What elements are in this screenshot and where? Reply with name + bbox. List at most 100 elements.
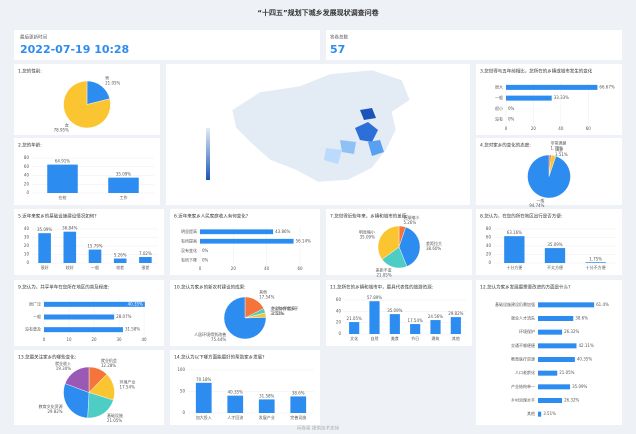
y-tick-label: 100 <box>177 367 185 372</box>
map-region <box>340 140 356 154</box>
slice-category: 差距不变 <box>376 266 392 272</box>
y-tick-label: 其他 <box>527 410 535 416</box>
value-label: 26.32% <box>564 398 579 403</box>
slice-label: 17.54% <box>259 294 274 299</box>
bar <box>44 314 115 320</box>
x-tick-label: 20 <box>91 337 97 342</box>
slice-label: 78.95% <box>54 127 69 132</box>
value-label: 28.07% <box>116 314 131 319</box>
bar <box>389 314 400 334</box>
y-tick-label: 60 <box>24 164 30 169</box>
bar <box>538 343 577 349</box>
y-tick-label: 一般 <box>495 94 503 100</box>
y-tick-label: 就业人才流失 <box>511 315 535 321</box>
x-tick-label: 美食 <box>391 335 399 341</box>
y-tick-label: 0 <box>182 410 185 415</box>
slice-label: 17.54% <box>120 384 135 389</box>
bar <box>195 382 212 413</box>
footer: 问卷星 提供技术支持 <box>297 425 339 432</box>
y-tick-label: 0 <box>26 190 29 195</box>
value-label: 21.05% <box>559 370 574 375</box>
slice-category: 教育文化资源 <box>39 403 63 409</box>
value-label: 40.35% <box>128 301 143 306</box>
chart-title: 14.您认为以下哪方面能最好的帮助家乡发展? <box>174 354 265 361</box>
x-tick-label: 在校 <box>59 194 67 200</box>
pie-slice <box>377 225 400 260</box>
value-label: 15.79% <box>87 244 102 249</box>
bar <box>44 301 145 307</box>
value-label: 57.89% <box>367 295 382 300</box>
slice-label: 12.28% <box>101 363 116 368</box>
panel <box>326 30 622 60</box>
x-tick-label: 60 <box>586 126 592 131</box>
value-label: 61.4% <box>596 302 609 307</box>
x-tick-label: 建筑 <box>432 335 440 341</box>
map-region <box>324 148 342 164</box>
slice-category: 环境产业 <box>120 378 136 384</box>
map-region <box>355 122 378 142</box>
x-tick-label: 不太方便 <box>547 264 563 270</box>
bar <box>258 399 275 413</box>
slice-category: 一般 <box>536 197 544 203</box>
x-tick-label: 节日 <box>411 336 419 341</box>
y-tick-label: 乡村治理水平 <box>511 397 535 403</box>
bar <box>47 164 78 193</box>
panel <box>476 209 622 275</box>
bar <box>504 236 525 263</box>
pie-slice <box>398 226 421 267</box>
y-tick-label: 80 <box>486 226 492 231</box>
bar <box>200 229 274 235</box>
bar <box>538 384 571 390</box>
chart-title: 10.您认为家乡的新农村建设的成果: <box>174 284 246 291</box>
slice-category: 基础设施 <box>107 412 123 418</box>
value-label: 38.6% <box>292 390 305 395</box>
value-label: 36.84% <box>62 226 77 231</box>
x-tick-label: 10 <box>66 337 72 342</box>
y-tick-label: 交通不够便捷 <box>511 342 535 348</box>
y-tick-label: 基础设施建设仍需加强 <box>495 301 535 307</box>
value-label: 0% <box>202 248 209 253</box>
bar <box>349 322 360 334</box>
map-region <box>368 140 384 156</box>
y-tick-label: 人口老龄化 <box>515 369 535 375</box>
x-tick-label: 20 <box>531 126 537 131</box>
value-label: 24.56% <box>428 314 443 319</box>
bar <box>450 317 461 334</box>
x-tick-label: 十分不方便 <box>586 264 606 270</box>
value-label: 5.26% <box>114 253 127 258</box>
x-tick-label: 很好 <box>41 264 49 270</box>
map-legend <box>206 128 210 180</box>
slice-label: 5.26% <box>403 220 416 225</box>
y-tick-label: 20 <box>486 252 492 257</box>
bar <box>506 84 598 90</box>
value-label: 17.54% <box>408 318 423 323</box>
chart-title: 13.您最关注家乡的哪些变化: <box>18 354 76 361</box>
update-label: 最后更新时间 <box>20 34 47 41</box>
pie-slice <box>63 383 90 419</box>
value-label: 40.35% <box>577 357 592 362</box>
y-tick-label: 明显提高 <box>181 228 197 234</box>
value-label: 26.32% <box>564 329 579 334</box>
slice-label: 3.51% <box>555 152 568 157</box>
x-tick-label: 0 <box>505 126 508 131</box>
page-title: “十四五”规划下城乡发展现状调查问卷 <box>257 8 379 17</box>
chart-title: 4.您对家乡的变化的态度: <box>480 142 531 149</box>
value-label: 66.67% <box>599 84 614 89</box>
value-label: 1.75% <box>589 256 602 261</box>
y-tick-label: 没有变化 <box>181 247 197 253</box>
slice-category: 生活水平提高 <box>272 305 296 311</box>
value-label: 3.51% <box>543 411 556 416</box>
slice-label: 38.60% <box>426 246 441 251</box>
value-label: 40.35% <box>228 390 243 395</box>
slice-label: 3.51% <box>272 311 285 316</box>
pie-slice <box>223 296 267 340</box>
slice-category: 女 <box>65 121 69 127</box>
y-tick-label: 80 <box>24 155 30 160</box>
bar <box>63 231 77 263</box>
x-tick-label: 40 <box>141 337 147 342</box>
panel <box>170 350 320 425</box>
count: 57 <box>330 43 345 56</box>
y-tick-label: 40 <box>486 243 492 248</box>
x-tick-label: 发展产业 <box>259 414 275 420</box>
